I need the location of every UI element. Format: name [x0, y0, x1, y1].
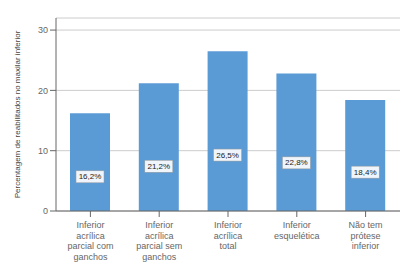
svg-text:21,2%: 21,2%: [147, 162, 170, 171]
svg-text:Inferioracrílicaparcial semgan: Inferioracrílicaparcial semganchos: [136, 220, 182, 262]
svg-text:26,5%: 26,5%: [216, 151, 239, 160]
svg-text:Inferioracrílicatotal: Inferioracrílicatotal: [214, 220, 243, 251]
svg-text:20: 20: [38, 86, 48, 96]
svg-text:16,2%: 16,2%: [79, 172, 102, 181]
svg-text:Inferioracrílicaparcial comgan: Inferioracrílicaparcial comganchos: [67, 220, 113, 262]
svg-text:30: 30: [38, 25, 48, 35]
svg-text:18,4%: 18,4%: [354, 168, 377, 177]
svg-text:Percentagem de reabilitados no: Percentagem de reabilitados no maxilar i…: [13, 30, 22, 198]
svg-text:22,8%: 22,8%: [285, 158, 308, 167]
svg-text:Não tempróteseinferior: Não tempróteseinferior: [349, 220, 383, 251]
svg-text:10: 10: [38, 146, 48, 156]
svg-text:Inferioresquelética: Inferioresquelética: [274, 220, 320, 241]
svg-text:0: 0: [43, 206, 48, 216]
